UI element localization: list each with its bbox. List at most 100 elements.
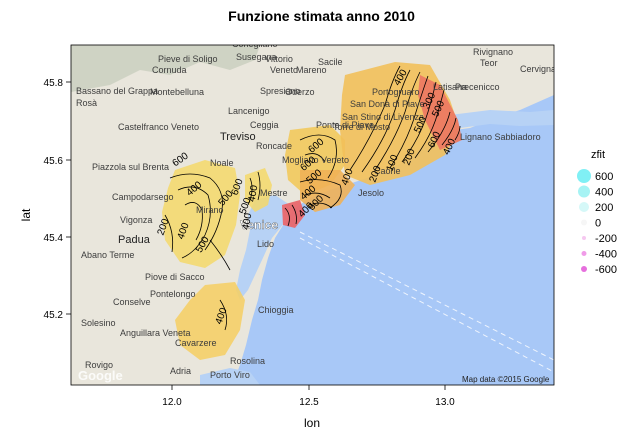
place-label: Treviso [220,131,256,143]
y-tick-label: 45.2 [44,310,64,321]
place-label: Chioggia [258,305,294,315]
place-label: Venice [240,218,278,232]
place-label: Teor [480,58,498,68]
area-caorle [300,170,355,212]
po-delta [200,368,260,385]
place-label: Mestre [260,188,288,198]
contour-label: 400 [241,212,255,231]
place-label: Porto Viro [210,370,250,380]
place-label: Jesolo [358,188,384,198]
legend: zfit 600 400 200 0 -200 -400 -600 [577,149,617,276]
map-attribution: Map data ©2015 Google [462,375,550,384]
legend-swatch [582,236,586,240]
place-label: Padua [118,234,151,246]
basemap: Conegliano Susegana Pieve di Soligo Vittori… [71,39,603,385]
place-label: Rosolina [230,356,265,366]
place-label: Rovigo [85,360,113,370]
place-label: Mareno [296,65,327,75]
place-label: Piove di Sacco [145,272,205,282]
chart-title: Funzione stimata anno 2010 [228,8,415,24]
place-label: Montebelluna [150,87,204,97]
place-label: Rivignano [473,47,513,57]
sea-area [232,95,554,385]
x-tick-label: 13.0 [435,397,455,408]
x-axis: 12.0 12.5 13.0 [162,385,455,408]
place-label: Noale [210,158,234,168]
y-axis-label: lat [19,208,33,221]
legend-entry-label: -400 [595,249,617,261]
place-label: Pieve di Soligo [158,54,218,64]
area-lido-red [282,200,305,228]
place-label: Vittorio [265,54,293,64]
place-label: Pontelongo [150,289,196,299]
place-label: Cornuda [152,65,187,75]
place-label: Solesino [81,318,116,328]
panel-border [70,44,555,386]
place-label: Caorle [374,166,401,176]
legend-entry-label: 400 [595,187,613,199]
google-logo: Google [78,368,123,383]
legend-entry-label: 600 [595,171,613,183]
place-label: Lido [257,239,274,249]
place-label: Abano Terme [81,250,134,260]
place-label: Oderzo [285,87,315,97]
legend-swatch [577,169,591,183]
lagoon-area [236,195,290,300]
area-mestre [245,168,272,212]
legend-entry-label: -600 [595,264,617,276]
y-axis: 45.2 45.4 45.6 45.8 [44,78,71,321]
legend-entry-label: 200 [595,202,613,214]
marano-lagoon [450,110,554,128]
x-axis-label: lon [304,416,320,430]
legend-title: zfit [591,149,605,161]
place-label: San Stino di Livenza [342,112,424,122]
contour-lines [164,65,461,331]
place-label: Ceggia [250,120,279,130]
x-tick-label: 12.5 [299,397,319,408]
place-label: Adria [170,366,191,376]
legend-swatch [579,202,589,212]
place-label: Cervignano del Friuli [520,64,603,74]
place-label: Lignano Sabbiadoro [460,132,541,142]
x-tick-label: 12.0 [162,397,182,408]
place-label: Lancenigo [228,106,270,116]
place-label: Conegliano [232,39,278,49]
place-label: Spresiano [260,86,301,96]
place-label: Ponte di Piave [316,120,374,130]
legend-swatch [581,266,587,272]
place-label: Latisana [433,82,467,92]
legend-entry-label: -200 [595,233,617,245]
place-label: Susegana [236,52,277,62]
place-labels: Conegliano Susegana Pieve di Soligo Vittori… [76,39,603,380]
area-padua-venice [162,160,240,268]
hills-area [71,45,260,92]
place-label: Veneto [270,65,298,75]
place-label: Sacile [318,57,343,67]
place-label: Mirano [196,205,224,215]
place-label: Anguillara Veneta [120,328,191,338]
place-label: Vigonza [120,215,152,225]
y-tick-label: 45.6 [44,156,64,167]
legend-entry-label: 0 [595,218,601,230]
place-label: Conselve [113,297,151,307]
legend-swatch [581,251,587,256]
y-tick-label: 45.8 [44,78,64,89]
place-label: Castelfranco Veneto [118,122,199,132]
place-label: Campodarsego [112,192,174,202]
place-label: Portogruaro [372,87,420,97]
contour-label: 400 [247,184,261,203]
place-label: Rosà [76,98,97,108]
legend-swatch [581,219,587,226]
place-label: Bassano del Grappa [76,86,158,96]
place-label: San Donà di Piave [350,99,425,109]
place-label: Piazzola sul Brenta [92,162,169,172]
place-label: Mogliano Veneto [282,155,349,165]
place-label: Torre di Mosto [333,122,390,132]
place-label: Roncade [256,141,292,151]
area-chioggia [175,282,245,360]
legend-swatch [578,185,590,198]
place-label: Precenicco [455,82,500,92]
y-tick-label: 45.4 [44,233,64,244]
place-label: Cavarzere [175,338,217,348]
